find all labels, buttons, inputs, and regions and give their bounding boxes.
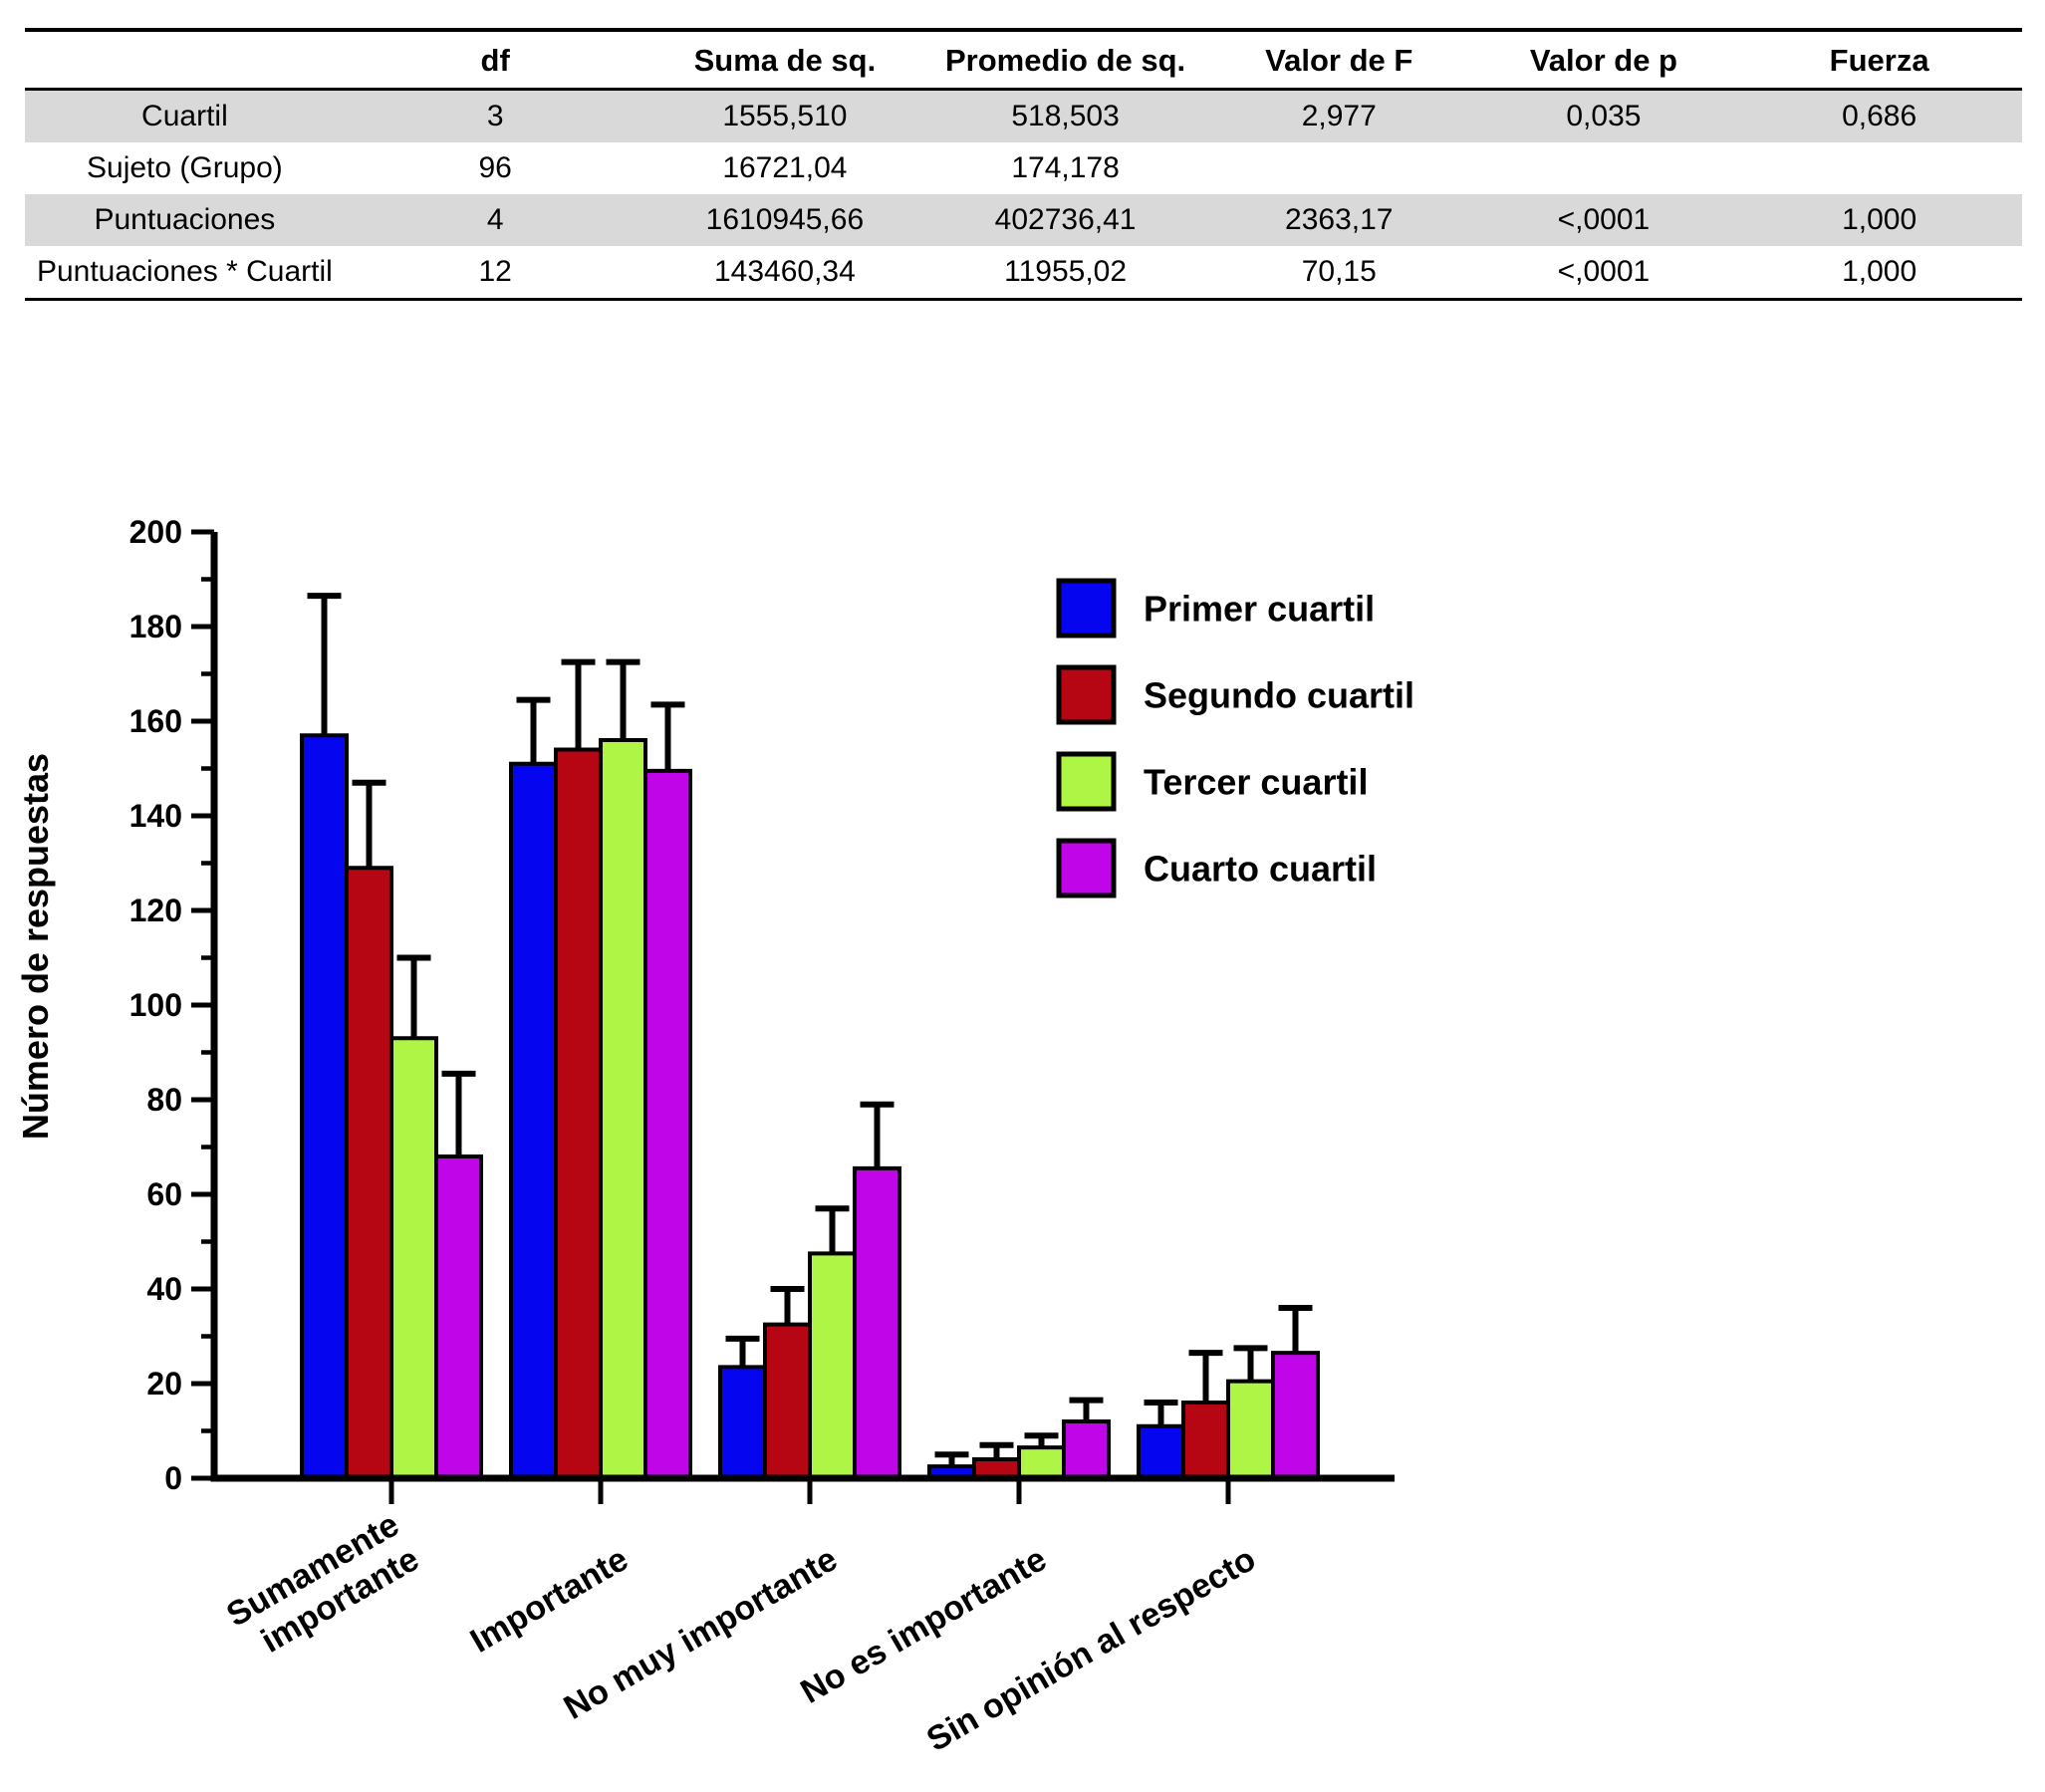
bar: [1181, 1401, 1230, 1480]
legend-swatch: [1056, 664, 1117, 725]
y-tick-label: 0: [164, 1460, 182, 1496]
bar: [389, 1036, 438, 1480]
table-cell: 1,000: [1842, 203, 1917, 236]
table-row: Cuartil 3 1555,510 518,503 2,977 0,035 0,686: [25, 89, 2022, 142]
table-cell: 1555,510: [722, 100, 848, 132]
table-cell: 174,178: [1011, 151, 1120, 184]
table-cell: 1610945,66: [705, 203, 865, 236]
table-cell: 16721,04: [722, 151, 848, 184]
anova-body: Cuartil 3 1555,510 518,503 2,977 0,035 0,686 Su…: [25, 89, 2022, 300]
legend-item: Primer cuartil: [1056, 578, 1375, 639]
legend-item: Cuarto cuartil: [1056, 838, 1377, 898]
legend: Primer cuartil Segundo cuartil Tercer cuar…: [1056, 578, 1414, 898]
bar: [1226, 1379, 1275, 1480]
y-tick-label: 180: [129, 609, 182, 644]
bar: [763, 1322, 812, 1480]
table-cell: 143460,34: [713, 255, 856, 288]
axes: [210, 532, 1395, 1482]
table-cell: <,0001: [1557, 203, 1651, 236]
table-cell: <,0001: [1557, 255, 1651, 288]
table-row: Puntuaciones * Cuartil 12 143460,34 11955,0…: [25, 246, 2022, 300]
bar: [1271, 1351, 1320, 1480]
table-cell: 3: [486, 100, 504, 132]
table-cell: 70,15: [1301, 255, 1377, 288]
bar: [853, 1165, 901, 1480]
bars: [300, 733, 1320, 1480]
column-header-valor-de-p: Valor de p: [1470, 30, 1737, 91]
table-cell: 2363,17: [1285, 203, 1394, 236]
bar: [718, 1365, 767, 1480]
table-cell: 2,977: [1301, 100, 1377, 132]
y-tick-label: 60: [146, 1176, 182, 1212]
bar: [599, 738, 647, 1480]
row-label: Puntuaciones: [94, 203, 276, 236]
bar: [1062, 1419, 1111, 1480]
bar: [554, 747, 603, 1480]
legend-swatch: [1056, 751, 1117, 812]
table-cell: 4: [486, 203, 504, 236]
x-category-text: Importante: [464, 1540, 635, 1661]
table-cell: [1207, 142, 1471, 194]
legend-label: Primer cuartil: [1144, 589, 1375, 630]
y-tick-label: 120: [129, 893, 182, 928]
y-axis-title: Número de respuestas: [15, 753, 56, 1140]
x-category-label: Importante: [464, 1540, 635, 1661]
row-label: Sujeto (Grupo): [87, 151, 283, 184]
x-category-text: Sin opinión al respecto: [920, 1540, 1262, 1759]
legend-item: Segundo cuartil: [1056, 664, 1414, 725]
y-axis: 0 20 40 60 80 100 120 140 160 180 200: [129, 514, 214, 1496]
row-label: Cuartil: [141, 100, 228, 132]
y-tick-label: 140: [129, 798, 182, 834]
table-cell: 0,686: [1842, 100, 1917, 132]
table-cell: 12: [478, 255, 512, 288]
table-cell: [1736, 142, 2022, 194]
column-header-valor-de-f: Valor de F: [1206, 30, 1471, 91]
bar: [1137, 1423, 1185, 1480]
table-cell: 1,000: [1842, 255, 1917, 288]
y-tick-label: 40: [146, 1271, 182, 1307]
anova-table: df Suma de sq. Promedio de sq. Valor de F Va…: [25, 28, 2022, 301]
legend-swatch: [1056, 838, 1117, 898]
x-category-label: Sumamenteimportante: [220, 1505, 425, 1668]
bar: [643, 768, 692, 1480]
legend-item: Tercer cuartil: [1056, 751, 1368, 812]
bar: [509, 761, 558, 1480]
table-cell: 0,035: [1566, 100, 1642, 132]
y-tick-label: 200: [129, 514, 182, 550]
table-cell: [1471, 142, 1737, 194]
y-tick-label: 160: [129, 703, 182, 739]
row-label: Puntuaciones * Cuartil: [36, 255, 333, 288]
legend-label: Segundo cuartil: [1144, 675, 1414, 716]
header-row: df Suma de sq. Promedio de sq. Valor de F Va…: [25, 30, 2022, 91]
y-tick-label: 20: [146, 1366, 182, 1402]
column-header-fuerza: Fuerza: [1736, 30, 2022, 91]
x-category-text: Sumamenteimportante: [220, 1505, 425, 1668]
column-header-promedio-de-sq-: Promedio de sq.: [923, 30, 1207, 91]
table-cell: 96: [478, 151, 512, 184]
table-cell: 518,503: [1011, 100, 1120, 132]
legend-label: Cuarto cuartil: [1144, 849, 1377, 890]
table-row: Puntuaciones 4 1610945,66 402736,41 2363,17 <…: [25, 194, 2022, 246]
bar: [345, 866, 393, 1480]
column-header-rowlabel: [25, 30, 345, 91]
x-category-label: Sin opinión al respecto: [920, 1540, 1262, 1759]
bar: [1017, 1445, 1066, 1480]
legend-swatch: [1056, 578, 1117, 639]
y-tick-label: 80: [146, 1082, 182, 1118]
anova-header: df Suma de sq. Promedio de sq. Valor de F Va…: [25, 30, 2022, 91]
table-row: Sujeto (Grupo) 96 16721,04 174,178: [25, 142, 2022, 194]
legend-label: Tercer cuartil: [1144, 762, 1368, 803]
column-header-suma-de-sq-: Suma de sq.: [645, 30, 924, 91]
table-cell: 11955,02: [1004, 255, 1128, 288]
bar: [808, 1251, 857, 1480]
bar: [434, 1154, 483, 1480]
column-header-df: df: [344, 30, 646, 91]
table-cell: 402736,41: [994, 203, 1137, 236]
bar: [300, 733, 349, 1480]
bar-chart: 0 20 40 60 80 100 120 140 160 180 200 Sumamenteimpo…: [15, 514, 1414, 1759]
y-tick-label: 100: [129, 987, 182, 1023]
